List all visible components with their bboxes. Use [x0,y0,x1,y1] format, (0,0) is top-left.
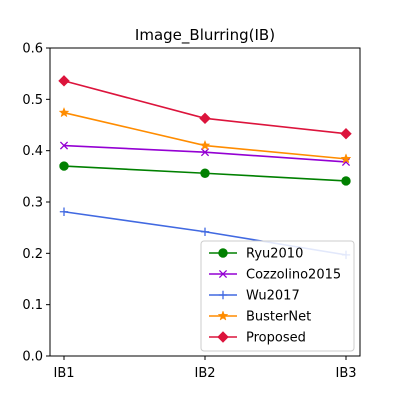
legend-marker-busternet [217,310,229,321]
data-point-ryu2010 [200,168,210,178]
legend-label-busternet: BusterNet [246,310,311,325]
marker-star [340,153,352,164]
series-line-proposed [63,80,347,135]
y-tick-label: 0.6 [22,42,43,57]
legend: Ryu2010 Cozzolino2015 Wu2017 BusterNet Propo… [200,240,355,352]
y-tick-label: 0.2 [22,247,43,262]
y-tick-label: 0.5 [22,93,43,108]
data-point-proposed [199,112,211,125]
legend-label-proposed: Proposed [246,331,306,346]
data-point-busternet [199,139,211,151]
marker-circle [200,168,210,178]
data-point-ryu2010 [341,176,351,186]
marker-plus [59,207,69,216]
data-point-wu2017 [200,227,210,236]
marker-diamond [58,75,70,87]
marker-plus [200,227,210,236]
y-tick-label: 0.1 [22,298,43,313]
legend-label-cozzolino2015: Cozzolino2015 [246,268,341,283]
data-point-cozzolino2015 [59,141,69,150]
chart-title: Image_Blurring(IB) [135,26,275,45]
x-tick-label: IB2 [194,366,215,381]
y-tick-label: 0.0 [22,350,43,365]
data-point-proposed [340,128,352,140]
marker-x [200,148,210,157]
legend-marker-wu2017 [218,290,228,300]
marker-star [199,139,211,151]
y-tick-label: 0.3 [22,196,43,211]
legend-label-ryu2010: Ryu2010 [246,247,303,262]
marker-x [341,157,351,167]
data-point-wu2017 [59,207,69,216]
data-point-ryu2010 [59,161,69,171]
y-tick-label: 0.4 [22,144,43,159]
x-tick-label: IB1 [53,366,74,381]
legend-marker-proposed [217,331,229,343]
marker-diamond [217,331,229,343]
data-point-proposed [58,75,70,87]
marker-x [218,269,228,279]
data-point-busternet [58,106,70,118]
marker-star [217,310,229,321]
marker-x [59,141,69,150]
marker-diamond [199,112,211,125]
legend-marker-ryu2010 [218,248,228,258]
data-point-busternet [340,153,352,164]
marker-star [58,106,70,118]
marker-diamond [340,128,352,140]
marker-plus [218,290,228,300]
data-point-cozzolino2015 [200,148,210,157]
axes-frame [49,47,361,357]
marker-circle [218,248,228,258]
plot-area: 0.0 0.1 0.2 0.3 0.4 0.5 0.6 IB1 IB2 IB3 [22,42,356,382]
series-line-cozzolino2015 [63,144,347,163]
legend-box [200,240,355,352]
data-point-cozzolino2015 [341,157,351,167]
x-tick-label: IB3 [335,366,356,381]
legend-label-wu2017: Wu2017 [246,289,300,304]
marker-circle [341,176,351,186]
legend-marker-cozzolino2015 [218,269,228,279]
marker-circle [59,161,69,171]
